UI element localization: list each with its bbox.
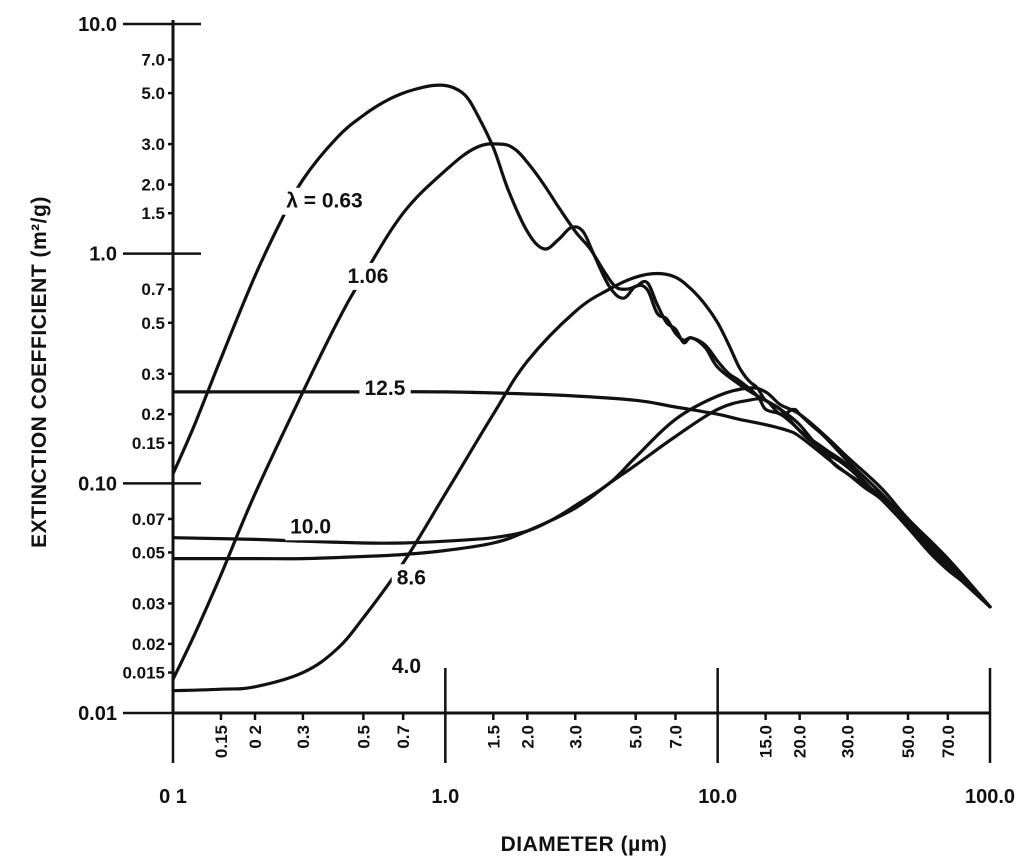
curve-labels-layer: λ = 0.63 1.06 4.0 8.6 10.0 12.5 [281,187,431,681]
y-minor-tick-label: 2.0 [141,176,165,195]
series-label-5: 12.5 [364,377,405,400]
y-minor-tick-label: 0.3 [141,365,165,384]
y-minor-tick-label: 0.03 [132,594,165,613]
x-minor-tick-label: 0.15 [212,725,231,758]
ticks-layer: 10.0 1.0 0.10 0.01 7.0 5.0 3.0 2.0 1.5 0.7 0.5 0.3 0… [78,14,1015,808]
x-minor-tick-label: 30.0 [839,725,858,758]
series-label-1: 1.06 [348,265,389,288]
series-line-2 [171,271,992,693]
y-minor-tick-label: 0.02 [132,635,165,654]
series-line-4 [171,386,992,609]
y-minor-tick-label: 0.5 [141,314,165,333]
series-label-background [281,187,368,215]
y-minor-tick-label: 0.15 [132,434,165,453]
series-line-1 [171,142,992,681]
y-minor-tick-label: 3.0 [141,135,165,154]
x-minor-tick-label: 2.0 [518,725,537,749]
series-label-background [342,262,394,290]
y-minor-tick-label: 7.0 [141,51,165,70]
series-label-2: 4.0 [392,655,421,678]
y-minor-tick-label: 0.7 [141,280,165,299]
y-major-tick-label: 0.01 [78,703,117,725]
x-minor-tick-label: 1.5 [484,725,503,749]
x-minor-tick-label: 70.0 [939,725,958,758]
x-major-tick-label: 100.0 [965,786,1015,808]
x-minor-tick-label: 5.0 [627,725,646,749]
y-major-tick-label: 0.10 [78,473,117,495]
x-minor-tick-label: 0.3 [294,725,313,749]
x-minor-tick-label: 0 2 [246,725,265,749]
x-minor-tick-label: 15.0 [757,725,776,758]
y-minor-tick-label: 0.2 [141,405,165,424]
x-minor-tick-label: 0.7 [394,725,413,749]
y-axis-title: EXTINCTION COEFFICIENT (m²/g) [28,196,51,548]
y-minor-tick-label: 5.0 [141,84,165,103]
x-minor-tick-label: 7.0 [666,725,685,749]
series-label-3: 8.6 [397,566,426,589]
x-minor-tick-label: 3.0 [566,725,585,749]
x-major-tick-label: 0 1 [159,786,187,808]
x-minor-tick-label: 0.5 [354,725,373,749]
series-line-5 [171,390,992,609]
series-label-background [359,375,411,403]
x-minor-tick-label: 20.0 [791,725,810,758]
series-label-0: λ = 0.63 [286,190,362,213]
series-label-background [386,653,427,681]
y-major-tick-label: 10.0 [78,14,117,36]
x-major-tick-label: 10.0 [698,786,737,808]
y-minor-tick-label: 0.07 [132,510,165,529]
axes-layer [171,20,990,715]
series-label-4: 10.0 [290,515,331,538]
x-minor-tick-label: 50.0 [899,725,918,758]
y-minor-tick-label: 1.5 [141,204,165,223]
x-major-tick-label: 1.0 [431,786,459,808]
series-line-3 [171,397,992,609]
series-label-background [391,564,431,592]
y-minor-tick-label: 0.05 [132,543,165,562]
x-axis-title: DIAMETER (µm) [501,833,668,856]
curves-layer [171,83,992,693]
y-major-tick-label: 1.0 [89,244,117,266]
y-minor-tick-label: 0.015 [122,664,165,683]
series-label-background [285,513,337,541]
